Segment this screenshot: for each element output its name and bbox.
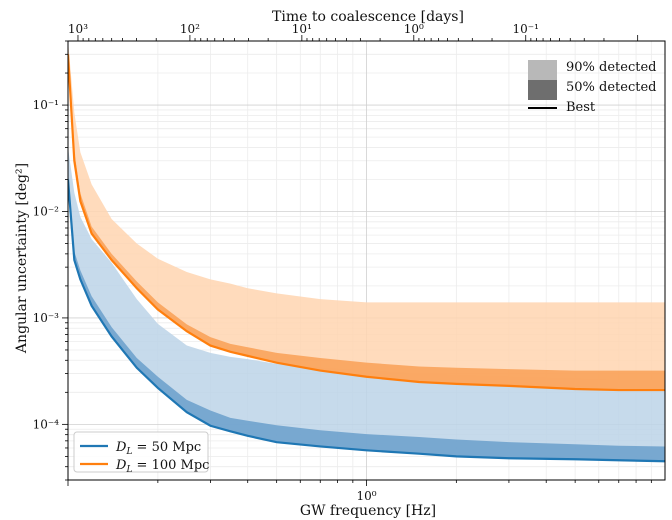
top-tick-label: 10² — [180, 22, 200, 36]
dl50-best-line — [68, 179, 665, 463]
y-axis-title: Angular uncertainty [deg²] — [14, 163, 30, 354]
top-tick-label: 10⁰ — [404, 22, 424, 36]
legend-label: Best — [566, 100, 596, 115]
series-legend-label: DL = 50 Mpc — [115, 440, 201, 457]
x-tick-label: 10⁰ — [356, 489, 376, 503]
axis-ticks — [62, 35, 652, 486]
band-legend: 90% detected 50% detected Best — [528, 60, 656, 115]
uncertainty-bands — [68, 41, 665, 462]
series-legend-label: DL = 100 Mpc — [115, 458, 209, 475]
top-tick-label: 10³ — [68, 22, 88, 36]
legend-swatch-50 — [528, 80, 557, 100]
dl100-band-90 — [68, 41, 665, 391]
y-tick-label: 10⁻³ — [33, 311, 60, 325]
dl100-best-line — [68, 54, 665, 392]
top-tick-label: 10¹ — [292, 22, 312, 36]
axis-tick-labels: 10⁰ 10⁻⁴ 10⁻³ 10⁻² 10⁻¹ 10³ 10² 10¹ 10⁰ 10⁻¹ — [33, 22, 539, 503]
legend-swatch-90 — [528, 60, 557, 80]
x-axis-title: GW frequency [Hz] — [300, 503, 436, 519]
y-tick-label: 10⁻² — [33, 205, 60, 219]
y-tick-label: 10⁻⁴ — [33, 417, 60, 431]
legend-label: 90% detected — [566, 60, 656, 75]
legend-label: 50% detected — [566, 80, 656, 95]
series-legend-box — [73, 431, 209, 473]
top-tick-label: 10⁻¹ — [513, 22, 539, 36]
best-lines — [68, 54, 665, 463]
y-tick-label: 10⁻¹ — [33, 98, 59, 112]
top-axis-title: Time to coalescence [days] — [272, 9, 464, 25]
